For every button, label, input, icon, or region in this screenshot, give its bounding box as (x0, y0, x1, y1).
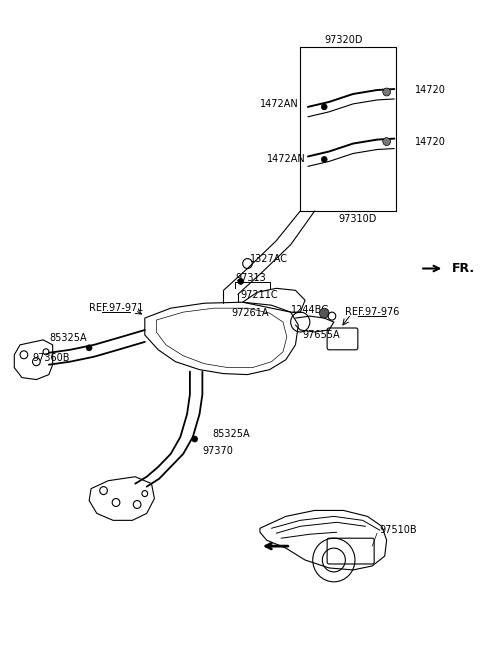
Text: 97211C: 97211C (241, 290, 278, 300)
Text: REF.97-976: REF.97-976 (345, 307, 399, 317)
Circle shape (322, 157, 327, 162)
Text: 85325A: 85325A (49, 333, 87, 343)
Text: 1327AC: 1327AC (251, 253, 288, 263)
Text: 97655A: 97655A (302, 330, 340, 340)
Circle shape (320, 308, 329, 318)
Circle shape (383, 138, 390, 145)
Text: FR.: FR. (452, 262, 475, 275)
Text: 14720: 14720 (415, 85, 446, 95)
Text: REF.97-971: REF.97-971 (89, 303, 143, 313)
Circle shape (86, 345, 92, 351)
Text: 1472AN: 1472AN (260, 99, 299, 109)
Text: 97310D: 97310D (339, 214, 377, 224)
Text: 97313: 97313 (235, 273, 266, 284)
Text: 97320D: 97320D (324, 35, 363, 45)
Text: 97510B: 97510B (379, 525, 417, 535)
Circle shape (192, 436, 198, 442)
Text: 97370: 97370 (203, 446, 233, 456)
Text: 97261A: 97261A (231, 308, 269, 318)
Text: 14720: 14720 (415, 137, 446, 147)
Text: 1244BG: 1244BG (291, 305, 329, 315)
Circle shape (238, 278, 244, 284)
Circle shape (383, 88, 390, 96)
Text: 85325A: 85325A (212, 429, 250, 439)
Circle shape (322, 104, 327, 110)
Text: 1472AN: 1472AN (267, 155, 305, 164)
Text: 97360B: 97360B (33, 353, 70, 363)
